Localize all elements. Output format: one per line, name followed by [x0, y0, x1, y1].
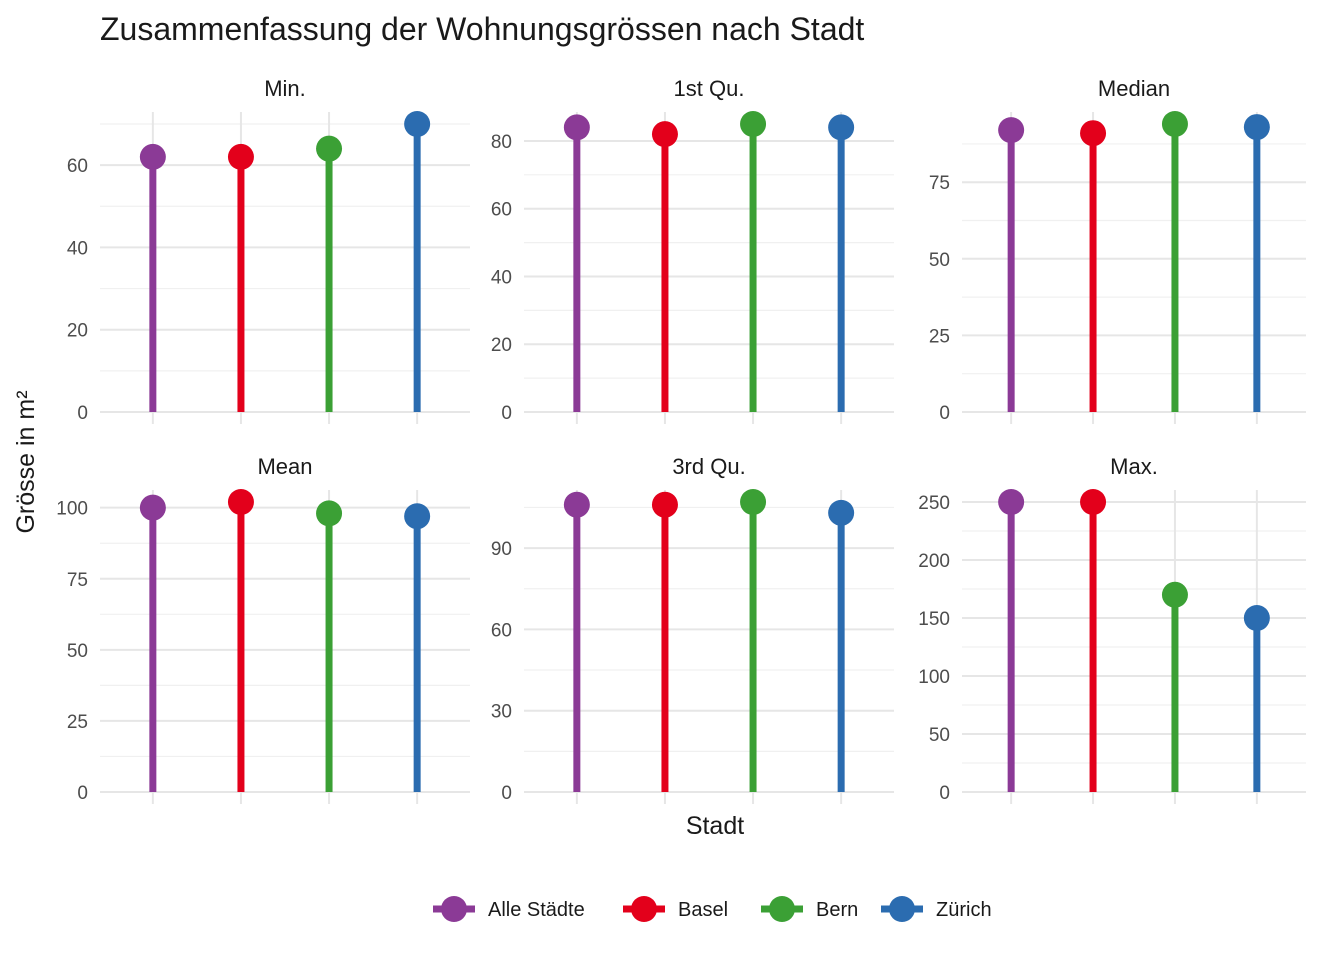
- point-alle-stadte: [563, 491, 590, 518]
- legend-label: Zürich: [936, 899, 992, 921]
- panel-title: 3rd Qu.: [672, 454, 745, 479]
- y-tick-label: 0: [501, 783, 512, 804]
- panel-title: Median: [1098, 76, 1170, 101]
- y-tick-label: 100: [56, 499, 88, 520]
- point-basel: [1080, 120, 1107, 147]
- y-tick-label: 75: [929, 173, 950, 194]
- y-tick-label: 30: [491, 702, 512, 723]
- point-basel: [1080, 489, 1107, 515]
- legend-swatch-point: [889, 896, 915, 922]
- panel-title: Min.: [264, 76, 306, 101]
- point-zurich: [404, 111, 431, 137]
- legend-swatch-point: [769, 896, 795, 922]
- panel-min: Min. 0 20 40 60: [67, 76, 470, 424]
- y-tick-label: 50: [67, 641, 88, 662]
- point-alle-stadte: [139, 143, 166, 170]
- panel-title: Max.: [1110, 454, 1158, 479]
- y-tick-label: 200: [918, 551, 950, 572]
- point-alle-stadte: [139, 494, 166, 521]
- chart-title: Zusammenfassung der Wohnungsgrössen nach…: [100, 11, 864, 47]
- y-tick-label: 25: [67, 712, 88, 733]
- point-bern: [316, 500, 343, 527]
- legend-item-zurich: Zürich: [881, 896, 992, 922]
- point-zurich: [1243, 605, 1270, 631]
- legend: Alle Städte Basel Bern Zürich: [433, 896, 992, 922]
- y-tick-label: 0: [939, 783, 950, 804]
- point-alle-stadte: [998, 117, 1025, 144]
- point-bern: [740, 111, 767, 137]
- x-axis-title: Stadt: [686, 812, 744, 840]
- legend-item-alle-stadte: Alle Städte: [433, 896, 585, 922]
- point-zurich: [828, 114, 855, 141]
- panel-3rd-qu: 3rd Qu. 0 30 60 90: [491, 454, 894, 804]
- y-tick-label: 40: [67, 238, 88, 259]
- y-tick-label: 20: [491, 335, 512, 356]
- point-alle-stadte: [998, 489, 1025, 515]
- point-bern: [316, 135, 343, 162]
- panel-title: Mean: [257, 454, 312, 479]
- y-tick-label: 80: [491, 132, 512, 153]
- y-tick-label: 60: [67, 156, 88, 177]
- legend-swatch-point: [441, 896, 467, 922]
- legend-label: Basel: [678, 899, 728, 921]
- legend-item-basel: Basel: [623, 896, 728, 922]
- point-bern: [740, 489, 767, 515]
- point-basel: [651, 121, 678, 148]
- point-basel: [227, 143, 254, 170]
- y-tick-label: 20: [67, 321, 88, 342]
- point-zurich: [1243, 114, 1270, 141]
- y-tick-label: 75: [67, 570, 88, 591]
- panel-1st-qu: 1st Qu. 0 20 40 60 80: [491, 76, 894, 424]
- y-tick-label: 0: [77, 403, 88, 424]
- y-tick-label: 50: [929, 725, 950, 746]
- point-alle-stadte: [563, 114, 590, 141]
- facet-panels: Min. 0 20 40 60 1st Qu. 0 20 40 60 80 Median 0 25 50 75…: [56, 76, 1306, 804]
- y-axis-title: Grösse in m²: [12, 390, 40, 533]
- y-tick-label: 25: [929, 326, 950, 347]
- y-tick-label: 0: [939, 403, 950, 424]
- point-basel: [227, 489, 254, 515]
- point-zurich: [404, 503, 431, 530]
- legend-swatch-point: [631, 896, 657, 922]
- legend-item-bern: Bern: [761, 896, 858, 922]
- y-tick-label: 0: [77, 783, 88, 804]
- y-tick-label: 100: [918, 667, 950, 688]
- panel-title: 1st Qu.: [674, 76, 745, 101]
- panel-max: Max. 0 50 100 150 200 250: [918, 454, 1306, 804]
- point-bern: [1161, 111, 1188, 137]
- legend-label: Alle Städte: [488, 899, 585, 921]
- y-tick-label: 40: [491, 267, 512, 288]
- y-tick-label: 50: [929, 250, 950, 271]
- point-basel: [651, 491, 678, 518]
- y-tick-label: 0: [501, 403, 512, 424]
- y-tick-label: 250: [918, 493, 950, 514]
- panel-median: Median 0 25 50 75: [929, 76, 1306, 424]
- y-tick-label: 60: [491, 620, 512, 641]
- y-tick-label: 90: [491, 539, 512, 560]
- legend-label: Bern: [816, 899, 858, 921]
- point-zurich: [828, 499, 855, 526]
- panel-mean: Mean 0 25 50 75 100: [56, 454, 470, 804]
- y-tick-label: 150: [918, 609, 950, 630]
- point-bern: [1161, 581, 1188, 608]
- y-tick-label: 60: [491, 200, 512, 221]
